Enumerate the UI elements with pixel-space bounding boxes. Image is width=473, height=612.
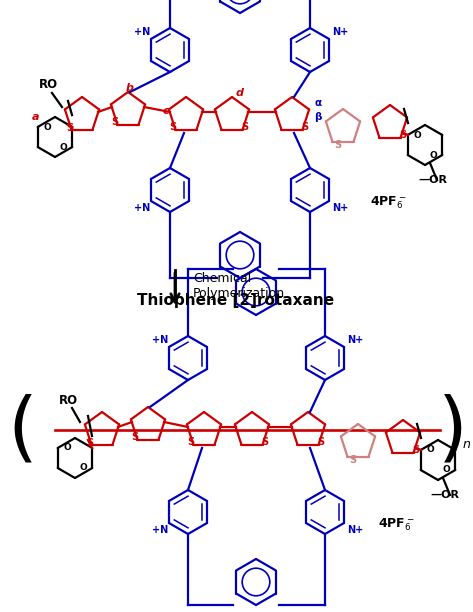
Text: O: O — [429, 151, 437, 160]
Text: α: α — [315, 98, 322, 108]
Text: N+: N+ — [347, 335, 363, 345]
Text: n: n — [462, 438, 470, 450]
Text: O: O — [43, 122, 51, 132]
Text: S: S — [169, 122, 176, 132]
Text: Chemical: Chemical — [193, 272, 251, 285]
Text: Thiophene [2]rotaxane: Thiophene [2]rotaxane — [138, 293, 334, 307]
Text: O: O — [63, 444, 71, 452]
Text: S: S — [187, 437, 194, 447]
Text: S: S — [112, 117, 119, 127]
Text: S: S — [399, 130, 407, 140]
Text: S: S — [350, 455, 357, 465]
Text: a: a — [32, 112, 40, 122]
Text: Polymerization: Polymerization — [193, 288, 285, 300]
Text: O: O — [426, 446, 434, 455]
Text: 4PF$_6^-$: 4PF$_6^-$ — [370, 195, 407, 211]
Text: N+: N+ — [347, 525, 363, 535]
Text: (: ( — [7, 393, 37, 467]
Text: ): ) — [438, 393, 468, 467]
Text: +N: +N — [134, 27, 150, 37]
Text: S: S — [87, 438, 94, 448]
Text: N+: N+ — [332, 27, 348, 37]
Text: b: b — [126, 83, 134, 93]
Text: RO: RO — [38, 78, 58, 92]
Text: O: O — [79, 463, 87, 472]
Text: —OR: —OR — [430, 490, 459, 500]
Text: +N: +N — [152, 525, 168, 535]
Text: d: d — [236, 88, 244, 98]
Text: +N: +N — [152, 335, 168, 345]
Text: O: O — [59, 143, 67, 152]
Text: +N: +N — [134, 203, 150, 213]
Text: S: S — [241, 122, 249, 132]
Text: N+: N+ — [332, 203, 348, 213]
Text: S: S — [131, 432, 139, 442]
Text: S: S — [412, 445, 420, 455]
Text: O: O — [413, 130, 421, 140]
Text: c: c — [163, 106, 169, 116]
Text: S: S — [66, 123, 74, 133]
Text: S: S — [301, 122, 308, 132]
Text: β: β — [314, 112, 322, 122]
Text: S: S — [262, 437, 269, 447]
Text: —OR: —OR — [418, 175, 447, 185]
Text: S: S — [334, 140, 342, 150]
Text: RO: RO — [59, 394, 78, 406]
Text: S: S — [317, 437, 324, 447]
Text: O: O — [442, 466, 450, 474]
Text: 4PF$_6^-$: 4PF$_6^-$ — [378, 517, 415, 533]
